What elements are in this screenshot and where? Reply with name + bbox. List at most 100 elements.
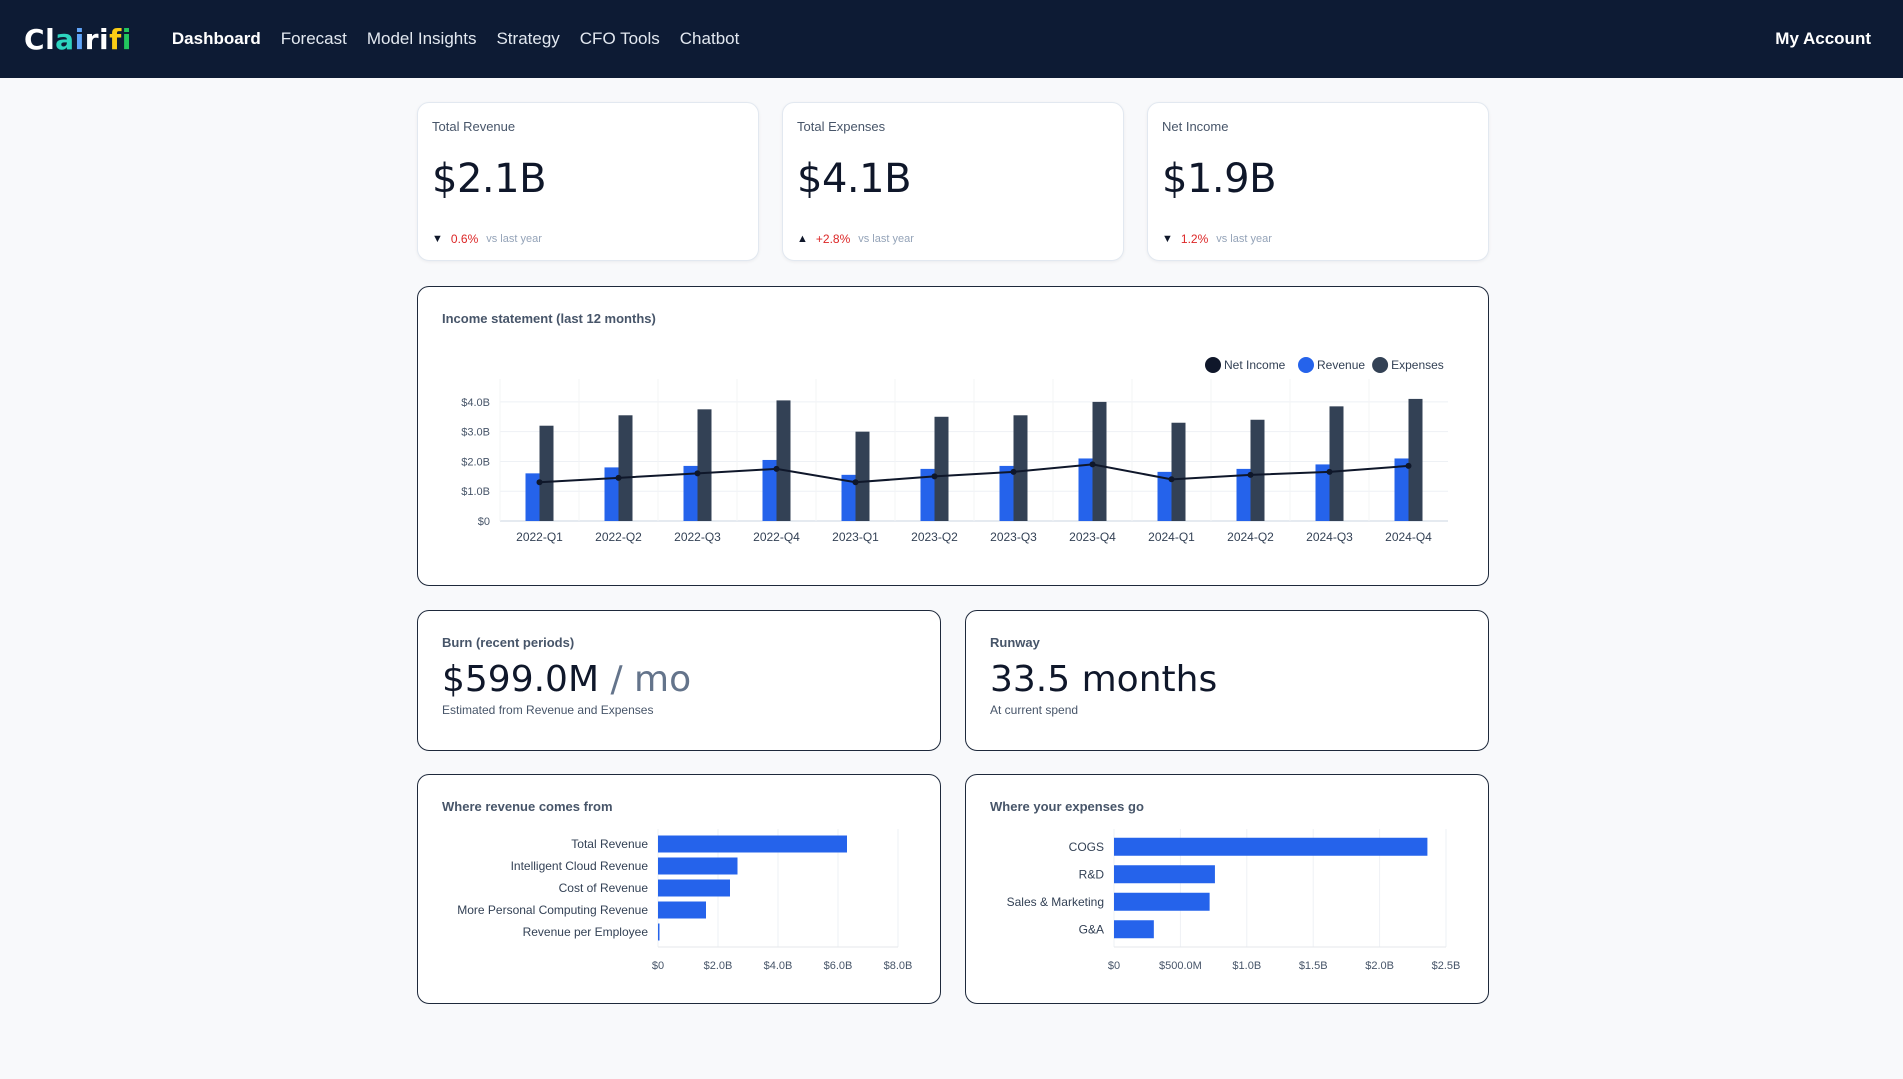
x-tick-label: 2022-Q2 — [595, 530, 642, 544]
y-tick-label: G&A — [1079, 922, 1104, 936]
x-tick-label: $6.0B — [824, 960, 853, 972]
revenue-bar — [762, 459, 777, 521]
logo-letter: r — [84, 22, 99, 56]
nav-dashboard[interactable]: Dashboard — [171, 29, 261, 48]
revenue-sources-chart: $0 $2.0B $4.0B $6.0B $8.0B Total Revenue Intel… — [457, 829, 913, 972]
expenses-bar — [855, 431, 870, 521]
x-tick-label: $2.5B — [1432, 960, 1461, 972]
hbar — [1114, 892, 1210, 911]
expenses-bar — [1013, 415, 1028, 521]
y-tick-label: Sales & Marketing — [1007, 895, 1104, 909]
burn-amount: $599.0M — [442, 659, 600, 700]
logo[interactable]: Clairifi — [24, 23, 132, 56]
legend-swatch — [1205, 357, 1221, 373]
hbar — [658, 835, 847, 853]
y-tick-label: $3.0B — [461, 427, 490, 439]
kpi-delta: ▼ 0.6% vs last year — [432, 232, 542, 246]
down-arrow-icon: ▼ — [432, 233, 443, 245]
expenses-bar — [1171, 422, 1186, 521]
revenue-bar — [999, 465, 1014, 521]
burn-caption: Estimated from Revenue and Expenses — [442, 703, 654, 717]
kpi-value: $1.9B — [1162, 156, 1277, 202]
logo-letter: f — [109, 22, 122, 56]
x-tick-label: 2024-Q2 — [1227, 530, 1274, 544]
x-tick-label: 2023-Q2 — [911, 530, 958, 544]
kpi-delta: ▼ 1.2% vs last year — [1162, 232, 1272, 246]
x-tick-label: 2023-Q3 — [990, 530, 1037, 544]
logo-letter: i — [74, 22, 85, 56]
x-tick-label: $8.0B — [884, 960, 913, 972]
x-tick-label: $0 — [652, 960, 664, 972]
x-tick-label: $500.0M — [1159, 960, 1202, 972]
top-nav: Clairifi Dashboard Forecast Model Insigh… — [0, 0, 1903, 78]
net-income-point — [931, 473, 938, 480]
kpi-label: Total Expenses — [797, 119, 886, 134]
y-tick-label: R&D — [1079, 867, 1105, 881]
kpi-net-income: Net Income $1.9B ▼ 1.2% vs last year — [1147, 102, 1489, 261]
kpi-total-revenue: Total Revenue $2.1B ▼ 0.6% vs last year — [417, 102, 759, 261]
x-tick-label: $4.0B — [764, 960, 793, 972]
x-tick-label: 2024-Q1 — [1148, 530, 1195, 544]
logo-letter: l — [45, 22, 56, 56]
expenses-bar — [539, 425, 554, 521]
expenses-bar — [776, 400, 791, 521]
y-tick-label: COGS — [1069, 840, 1104, 854]
net-income-point — [1405, 462, 1412, 469]
kpi-label: Total Revenue — [432, 119, 516, 134]
nav-chatbot[interactable]: Chatbot — [679, 29, 740, 48]
y-tick-label: Revenue per Employee — [523, 925, 649, 939]
logo-letter: C — [24, 22, 46, 56]
expenses-bar — [697, 409, 712, 521]
expenses-bar — [618, 415, 633, 521]
y-tick-label: $2.0B — [461, 456, 490, 468]
x-tick-label: 2024-Q3 — [1306, 530, 1353, 544]
burn-panel: Burn (recent periods) $599.0M / mo Estim… — [417, 610, 941, 751]
kpi-value: $4.1B — [797, 156, 912, 202]
kpi-delta-value: 0.6% — [450, 232, 479, 246]
kpi-delta-value: 1.2% — [1180, 232, 1209, 246]
net-income-point — [1247, 471, 1254, 478]
expenses-bar — [1250, 419, 1265, 521]
revenue-bar — [841, 474, 856, 521]
legend-label: Net Income — [1224, 358, 1286, 372]
x-tick-label: 2023-Q1 — [832, 530, 879, 544]
net-income-line — [539, 463, 1409, 484]
expense-uses-panel: Where your expenses go $0 $500.0M $1.0B $1.… — [965, 774, 1489, 1004]
nav-strategy[interactable]: Strategy — [496, 29, 560, 48]
x-tick-label: $0 — [1108, 960, 1120, 972]
hbar — [658, 879, 730, 897]
revenue-bar — [1157, 471, 1172, 521]
net-income-point — [852, 479, 859, 486]
nav-forecast[interactable]: Forecast — [280, 29, 347, 48]
y-tick-label: $0 — [478, 516, 490, 528]
nav-model-insights[interactable]: Model Insights — [366, 29, 477, 48]
logo-letter: i — [99, 22, 110, 56]
runway-value: 33.5 months — [990, 659, 1218, 700]
expenses-bar — [1329, 406, 1344, 521]
revenue-bar — [920, 468, 935, 521]
nav-cfo-tools[interactable]: CFO Tools — [579, 29, 660, 48]
y-tick-label: Cost of Revenue — [559, 881, 649, 895]
kpi-delta-caption: vs last year — [1216, 233, 1272, 245]
hbar — [1114, 837, 1428, 856]
my-account-link[interactable]: My Account — [1775, 29, 1871, 48]
revenue-bar — [1315, 464, 1330, 521]
legend-label: Revenue — [1317, 358, 1365, 372]
kpi-delta-caption: vs last year — [858, 233, 914, 245]
x-tick-label: 2024-Q4 — [1385, 530, 1432, 544]
revenue-bar — [1078, 458, 1093, 521]
expenses-bar — [1092, 401, 1107, 521]
runway-panel: Runway 33.5 months At current spend — [965, 610, 1489, 751]
x-tick-label: 2022-Q4 — [753, 530, 800, 544]
y-tick-label: More Personal Computing Revenue — [457, 903, 648, 917]
x-tick-label: 2023-Q4 — [1069, 530, 1116, 544]
y-tick-label: Intelligent Cloud Revenue — [511, 859, 649, 873]
legend-swatch — [1372, 357, 1389, 373]
revenue-bar — [1394, 458, 1409, 521]
panel-title: Burn (recent periods) — [442, 635, 575, 650]
net-income-point — [773, 465, 780, 472]
expenses-bar — [1408, 398, 1423, 521]
x-tick-label: $2.0B — [1365, 960, 1394, 972]
kpi-delta-value: +2.8% — [815, 232, 851, 246]
kpi-delta: ▲ +2.8% vs last year — [797, 232, 914, 246]
